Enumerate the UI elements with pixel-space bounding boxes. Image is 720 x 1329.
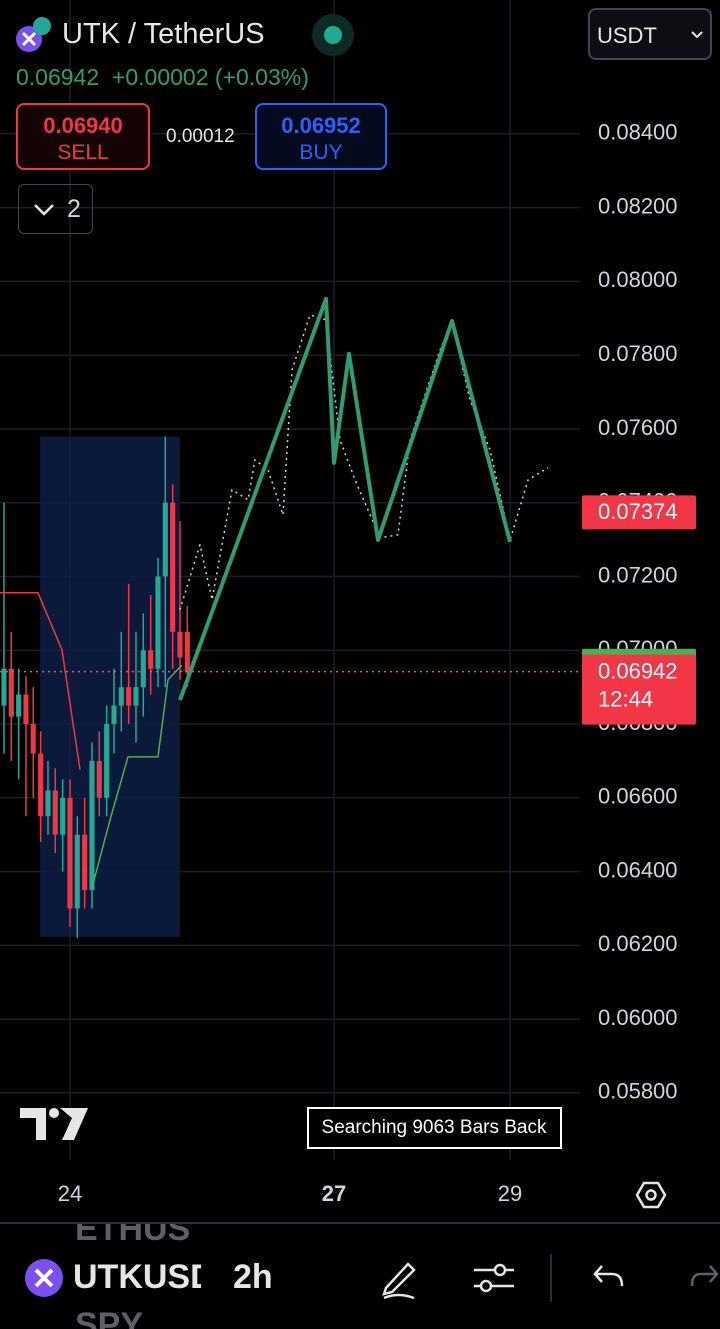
logo-shape [20,1108,46,1140]
indicator-line [0,591,81,770]
y-tick-label: 0.05800 [598,1079,678,1104]
candle-body [45,790,51,817]
market-status[interactable] [311,13,355,57]
candle-body [23,694,29,725]
price-label-bg [582,495,696,530]
candle-body [60,797,66,835]
logo-shape [60,1108,88,1140]
redo-button[interactable] [690,1262,720,1290]
divider [550,1254,552,1302]
candle-body [162,502,168,577]
tv-logo [20,1108,88,1140]
indicator-line [91,664,183,888]
candle-body [16,694,22,717]
candle-body [30,724,36,754]
buy-button[interactable]: 0.06952 BUY [255,103,387,170]
buy-label: BUY [299,141,343,164]
bottom-toolbar: ETHUS SPY UTKUSDT 2h [0,1222,720,1329]
change: +0.00002 (+0.03%) [111,64,309,90]
indicator-count: 2 [67,195,81,223]
x-tick-label: 24 [58,1181,82,1206]
chevron [691,31,703,39]
buy-price: 0.06952 [281,113,361,138]
candle-body [89,760,95,891]
last-price: 0.06942 [16,64,100,90]
y-tick-label: 0.06200 [598,931,678,956]
banner-bg [307,1107,562,1149]
candle-body [1,668,7,706]
candle-body [52,790,58,835]
symbol-button[interactable]: UTKUSDT [73,1258,201,1296]
indicators-button[interactable] [472,1258,516,1298]
undo-button[interactable] [592,1262,626,1290]
range-box [40,436,180,937]
y-tick-label: 0.08000 [598,267,678,292]
y-tick-label: 0.07600 [598,415,678,440]
y-tick-label: 0.08400 [598,120,678,145]
currency: USDT [597,23,657,48]
y-tick-label: 0.07200 [598,562,678,587]
x-tick-label: 27 [322,1181,346,1206]
candle-body [184,631,190,673]
y-tick-label: 0.07800 [598,341,678,366]
banner: Searching 9063 Bars Back [322,1117,547,1138]
symbol-title[interactable]: UTK / TetherUS [62,18,265,50]
draw-button[interactable] [378,1256,422,1300]
candle-body [155,576,161,669]
candle-body [67,797,73,909]
sell-label: SELL [57,141,109,164]
spread: 0.00012 [166,126,235,147]
symbol-logo [25,1259,63,1297]
y-tick-label: 0.08200 [598,193,678,218]
candle-body [38,753,44,817]
indicator-line [178,296,512,701]
candle-body [118,687,124,706]
countdown: 12:44 [598,686,653,711]
candle-body [82,834,88,891]
ghost-symbol: ETHUS [75,1222,191,1248]
indicators-toggle[interactable]: 2 [18,184,93,234]
hexagon [635,1181,667,1209]
price-change: 0.06942 +0.00002 (+0.03%) [16,64,309,91]
y-tick-label: 0.06400 [598,857,678,882]
candle-body [104,724,110,798]
x-tick-label: 29 [498,1181,522,1206]
settings-button[interactable] [635,1181,667,1209]
currency-select[interactable]: USDT [588,8,712,60]
candle-body [74,834,80,909]
candle-body [140,650,146,688]
candle-body [170,502,176,632]
candle-body [148,650,154,669]
sell-button[interactable]: 0.06940 SELL [16,103,150,170]
candle-body [177,631,183,658]
price-label: 0.06942 [598,658,678,683]
candle-body [111,705,117,725]
candle-body [133,687,139,706]
price-label-bg [582,654,696,725]
ghost-symbol: SPY [75,1306,144,1329]
chevron [34,204,54,216]
y-tick-label: 0.06600 [598,784,678,809]
candle-body [96,760,102,798]
logo-shape [49,1108,59,1118]
symbol-logo [16,17,51,52]
price-label: 0.07374 [598,499,678,524]
candle-body [126,687,132,706]
candle-body [8,668,14,717]
hex-dot [645,1189,657,1201]
chart: 0.084000.082000.080000.078000.076000.074… [0,0,696,1209]
interval-button[interactable]: 2h [233,1258,273,1296]
sell-price: 0.06940 [43,113,123,138]
y-tick-label: 0.06000 [598,1005,678,1030]
